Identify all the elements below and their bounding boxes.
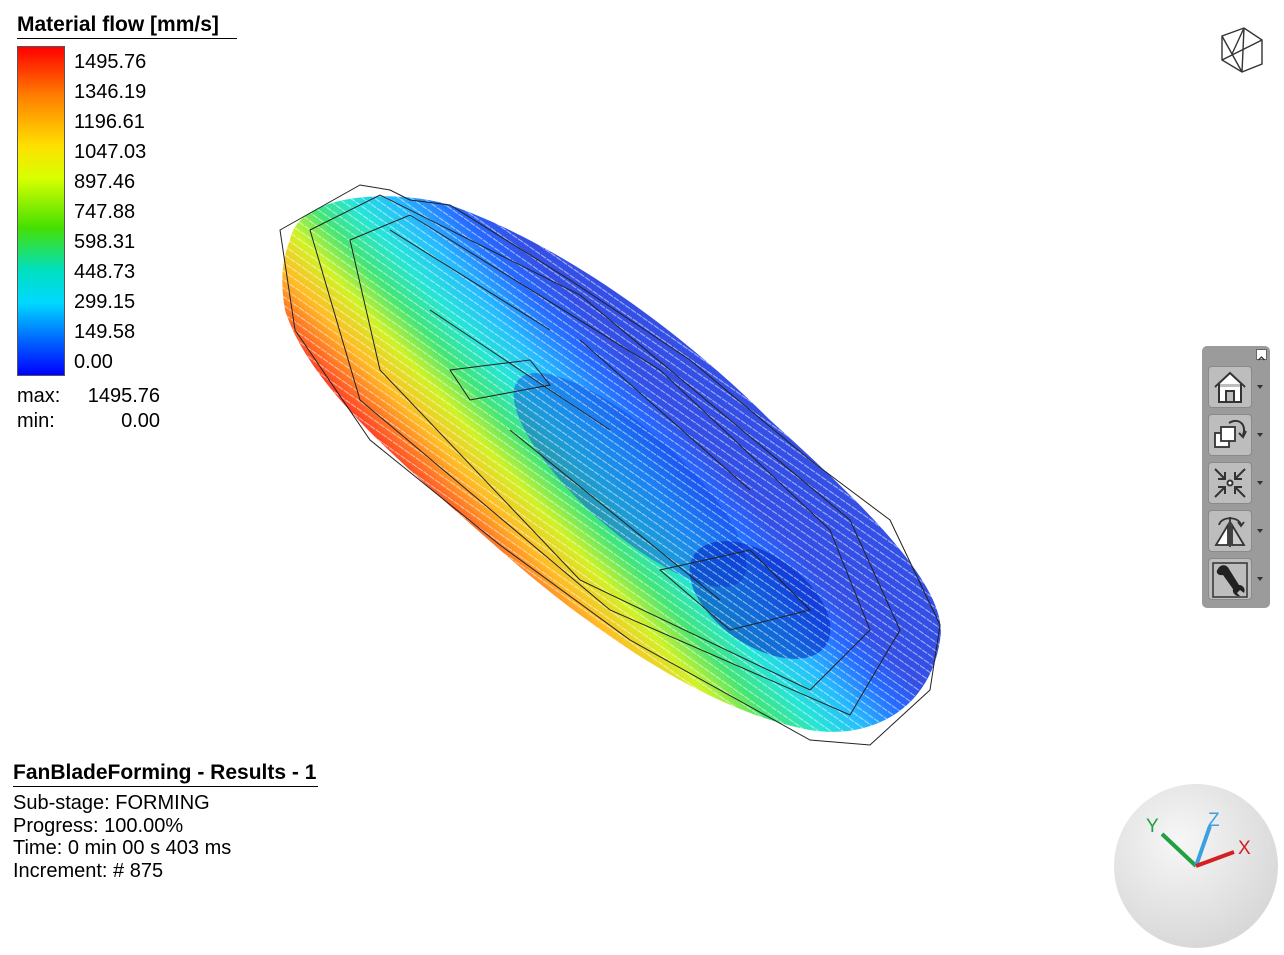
progress-text: Progress: 100.00% [13, 815, 184, 837]
legend-label: 1495.76 [74, 51, 147, 73]
axis-triad[interactable]: Y Z X [1112, 782, 1280, 950]
legend-label: 448.73 [74, 261, 136, 283]
toolbar-collapse-button[interactable] [1256, 349, 1267, 361]
symmetry-view-dropdown-icon[interactable] [1256, 527, 1264, 535]
symmetry-view-icon [1214, 517, 1246, 547]
legend-label: 897.46 [74, 171, 136, 193]
legend-min: min: 0.00 [17, 410, 160, 432]
legend-label: 1346.19 [74, 81, 147, 103]
symmetry-view-button[interactable] [1208, 510, 1252, 552]
fit-to-view-button[interactable] [1208, 462, 1252, 504]
legend-title: Material flow [mm/s] [17, 12, 237, 39]
legend-label: 747.88 [74, 201, 136, 223]
increment-text: Increment: # 875 [13, 860, 164, 882]
part-wireframe [279, 184, 941, 746]
home-view-dropdown-icon[interactable] [1256, 383, 1264, 391]
3d-viewport[interactable] [250, 170, 980, 780]
y-axis-label: Y [1146, 816, 1159, 837]
z-axis-arrow [1194, 825, 1212, 867]
settings-dropdown-icon[interactable] [1256, 575, 1264, 583]
min-value: 0.00 [121, 410, 160, 432]
z-axis-label: Z [1208, 810, 1220, 831]
wrench-settings-icon [1212, 562, 1248, 598]
rotate-view-icon [1214, 419, 1247, 448]
settings-button[interactable] [1208, 558, 1252, 600]
legend-label: 1047.03 [74, 141, 147, 163]
legend-label: 149.58 [74, 321, 136, 343]
x-axis-arrow [1195, 850, 1235, 868]
legend-label: 299.15 [74, 291, 136, 313]
fit-to-view-icon [1214, 468, 1246, 498]
min-label: min: [17, 410, 55, 432]
rotate-view-button[interactable] [1208, 414, 1252, 456]
project-title: FanBladeForming - Results - 1 [13, 760, 319, 787]
legend-label: 1196.61 [74, 111, 145, 133]
time-text: Time: 0 min 00 s 403 ms [13, 837, 232, 859]
rotate-view-dropdown-icon[interactable] [1256, 431, 1264, 439]
x-axis-label: X [1238, 838, 1251, 859]
legend-label: 0.00 [74, 351, 113, 373]
max-label: max: [17, 385, 61, 407]
color-scale-bar [17, 46, 65, 376]
y-axis-arrow [1160, 832, 1198, 868]
substage-text: Sub-stage: FORMING [13, 792, 210, 814]
legend-label: 598.31 [74, 231, 136, 253]
view-cube-icon[interactable] [1218, 26, 1264, 74]
fit-to-view-dropdown-icon[interactable] [1256, 479, 1264, 487]
flow-vector-field [282, 196, 941, 732]
home-view-icon [1214, 371, 1246, 403]
max-value: 1495.76 [87, 385, 160, 407]
home-view-button[interactable] [1208, 366, 1252, 408]
legend-max: max: 1495.76 [17, 385, 160, 407]
